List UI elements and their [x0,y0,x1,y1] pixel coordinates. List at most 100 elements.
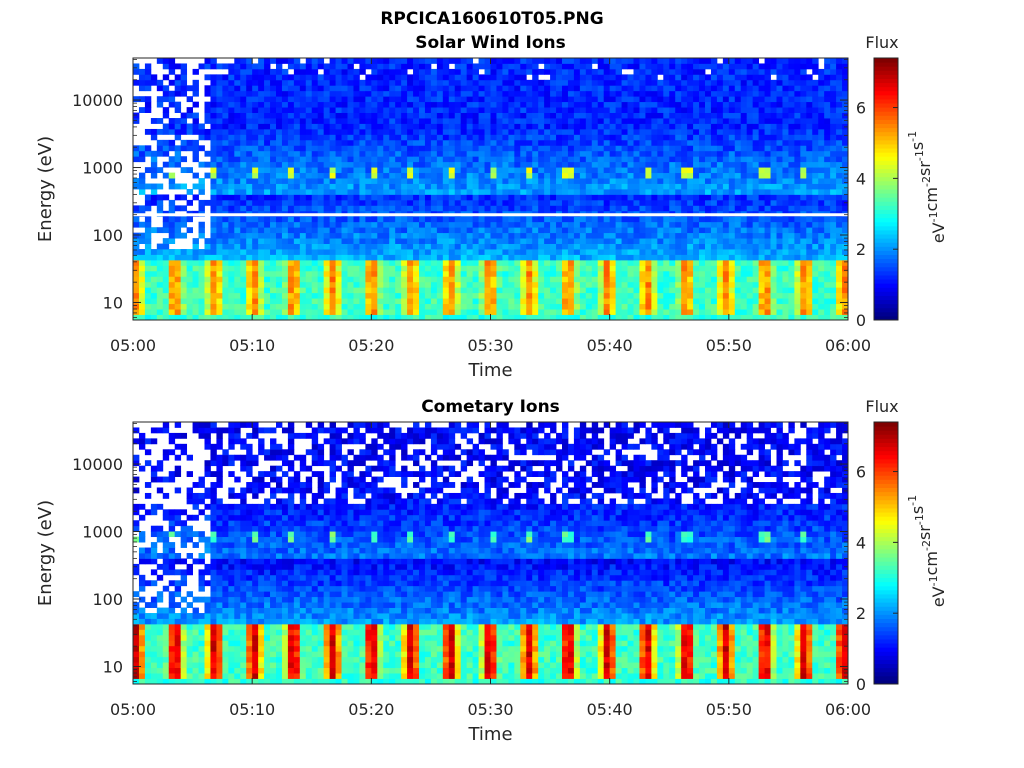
spectrogram-cell [579,189,587,195]
spectrogram-cell [532,118,539,124]
spectrogram-cell [758,205,765,212]
spectrogram-cell [371,309,378,315]
spectrogram-cell [365,145,372,152]
spectrogram-cell [287,259,295,266]
spectrogram-cell [305,58,313,64]
spectrogram-cell [293,309,301,315]
spectrogram-cell [764,101,771,108]
spectrogram-cell [377,194,384,201]
spectrogram-cell [728,118,736,124]
spectrogram-cell [764,243,771,250]
spectrogram-cell [234,292,241,299]
spectrogram-cell [645,281,652,288]
spectrogram-cell [758,145,765,152]
spectrogram-cell [383,85,390,92]
spectrogram-cell [180,254,188,261]
spectrogram-cell [502,232,509,239]
spectrogram-cell [228,221,235,228]
spectrogram-cell [514,259,521,266]
spectrogram-cell [550,194,557,201]
spectrogram-cell [293,199,301,206]
spectrogram-cell [174,128,182,135]
spectrogram-cell [764,128,771,135]
spectrogram-cell [699,178,706,184]
spectrogram-cell [639,134,646,141]
spectrogram-cell [758,90,765,97]
spectrogram-cell [460,314,468,321]
spectrogram-cell [335,167,342,174]
spectrogram-cell [401,68,408,75]
spectrogram-cell [579,259,587,266]
spectrogram-cell [281,314,289,321]
spectrogram-cell [633,118,640,124]
spectrogram-cell [597,270,605,277]
spectrogram-cell [252,74,259,81]
spectrogram-cell [192,90,199,97]
spectrogram-cell [299,134,307,141]
spectrogram-cell [347,172,354,179]
spectrogram-cell [752,232,760,239]
spectrogram-cell [401,265,408,272]
spectrogram-cell [508,216,515,223]
spectrogram-cell [168,199,176,206]
spectrogram-cell [401,216,408,223]
spectrogram-cell [371,145,378,152]
spectrogram-cell [603,123,611,130]
spectrogram-cell [234,254,241,261]
spectrogram-cell [472,63,479,70]
spectrogram-cell [687,145,694,152]
spectrogram-cell [395,238,402,244]
spectrogram-cell [699,276,706,283]
spectrogram-cell [287,101,295,108]
spectrogram-cell [621,134,628,141]
spectrogram-cell [150,276,158,283]
spectrogram-cell [776,167,783,174]
spectrogram-cell [466,90,474,97]
spectrogram-cell [681,90,688,97]
spectrogram-cell [252,172,259,179]
spectrogram-cell [413,298,420,305]
spectrogram-cell [716,134,724,141]
spectrogram-cell [573,123,581,130]
spectrogram-cell [353,292,360,299]
spectrogram-cell [675,156,682,163]
spectrogram-cell [293,221,301,228]
spectrogram-cell [645,227,652,234]
spectrogram-cell [693,205,700,212]
spectrogram-cell [299,167,307,174]
spectrogram-cell [556,123,563,130]
spectrogram-cell [204,118,211,124]
spectrogram-cell [287,238,295,244]
spectrogram-cell [138,85,146,92]
spectrogram-cell [347,281,354,288]
spectrogram-cell [419,221,426,228]
spectrogram-cell [216,172,223,179]
spectrogram-cell [633,74,640,81]
spectrogram-cell [633,265,640,272]
spectrogram-cell [323,270,331,277]
spectrogram-cell [728,63,736,70]
spectrogram-cell [174,281,182,288]
spectrogram-cell [758,85,765,92]
spectrogram-cell [436,63,444,70]
spectrogram-cell [222,74,229,81]
spectrogram-cell [228,90,235,97]
spectrogram-cell [276,249,283,255]
spectrogram-cell [281,221,289,228]
spectrogram-cell [413,249,420,255]
spectrogram-cell [252,85,259,92]
spectrogram-cell [556,292,563,299]
spectrogram-cell [585,139,593,146]
spectrogram-cell [377,96,384,103]
spectrogram-cell [687,118,694,124]
spectrogram-cell [371,276,378,283]
spectrogram-cell [550,216,557,223]
spectrogram-cell [281,276,289,283]
spectrogram-cell [454,205,462,212]
spectrogram-cell [353,156,360,163]
spectrogram-cell [395,161,402,168]
spectrogram-cell [746,292,754,299]
spectrogram-cell [323,90,331,97]
spectrogram-cell [740,259,748,266]
spectrogram-cell [204,265,211,272]
